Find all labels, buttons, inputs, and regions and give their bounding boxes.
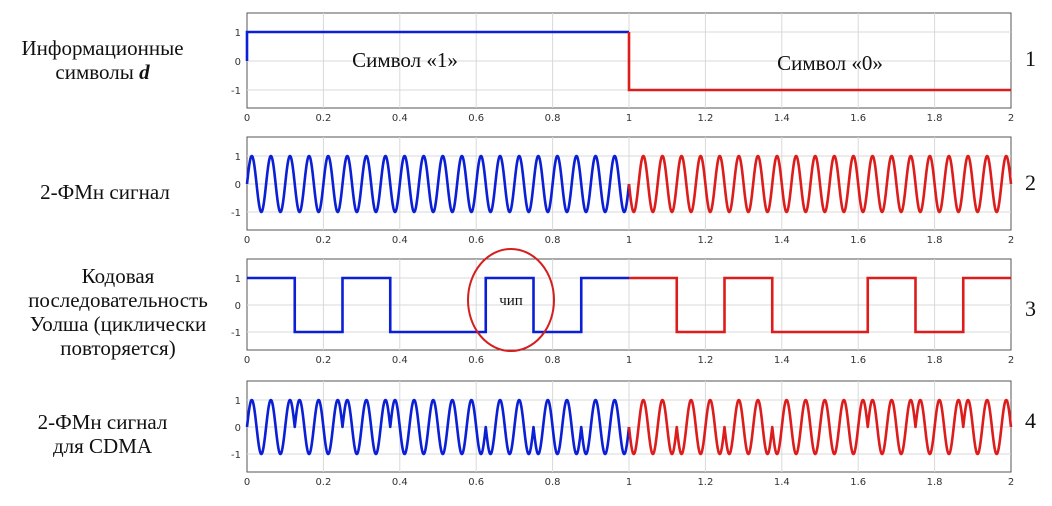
panel1-ytick-label: 1 xyxy=(235,28,241,39)
panel2-label: 2-ФМн сигнал xyxy=(0,180,210,204)
panel2-xtick-label: 2 xyxy=(1008,235,1014,246)
panel4-ytick-label: 1 xyxy=(235,396,241,407)
panel3-xtick-label: 1.2 xyxy=(697,355,713,366)
panel2-xtick-label: 0 xyxy=(244,235,250,246)
panel3-ytick-label: 0 xyxy=(235,301,241,312)
panel4-number: 4 xyxy=(1025,408,1036,433)
panel1-xtick-label: 0.8 xyxy=(545,113,561,124)
panel3-xtick-label: 0.4 xyxy=(392,355,408,366)
panel1-label-var: d xyxy=(139,60,150,84)
panel4-xtick-label: 0.8 xyxy=(545,477,561,488)
panel3-label-line2: последовательность xyxy=(28,288,208,312)
panel1-xtick-label: 1.4 xyxy=(774,113,790,124)
panel2-ytick-label: 0 xyxy=(235,180,241,191)
panel3-xtick-label: 0 xyxy=(244,355,250,366)
chip-annotation: чип xyxy=(499,293,523,309)
panel4-xtick-label: 2 xyxy=(1008,477,1014,488)
panel1-xtick-label: 0.4 xyxy=(392,113,408,124)
panel3-xtick-label: 1.6 xyxy=(850,355,866,366)
panel3-number: 3 xyxy=(1025,296,1036,321)
panel1-xtick-label: 0.6 xyxy=(468,113,484,124)
walsh-series-first xyxy=(247,276,629,334)
bpsk-series-second xyxy=(627,154,1013,214)
panel3-label-line4: повторяется) xyxy=(60,336,176,360)
panel2-label-line1: 2-ФМн сигнал xyxy=(40,180,170,204)
panel1-label: Информационные символы d xyxy=(0,36,205,84)
panel3-ytick-label: -1 xyxy=(231,328,241,339)
panel4-xtick-label: 1.2 xyxy=(697,477,713,488)
panel1-label-line1: Информационные xyxy=(21,36,184,60)
panel1-ytick-label: 0 xyxy=(235,57,241,68)
bpsk-series-first xyxy=(245,154,631,214)
panel3-xtick-label: 0.2 xyxy=(315,355,331,366)
panel4-xtick-label: 1.8 xyxy=(927,477,943,488)
symbol1-annotation: Символ «1» xyxy=(352,48,458,72)
panel1-xtick-label: 1.8 xyxy=(927,113,943,124)
panel4-xtick-label: 1 xyxy=(626,477,632,488)
panel2-ytick-label: -1 xyxy=(231,208,241,219)
panel2-xtick-label: 1.2 xyxy=(697,235,713,246)
panel1-ytick-label: -1 xyxy=(231,86,241,97)
panel1-xtick-label: 1.6 xyxy=(850,113,866,124)
panel3-xtick-label: 0.8 xyxy=(545,355,561,366)
panel1-number: 1 xyxy=(1025,46,1036,71)
symbol0-annotation: Символ «0» xyxy=(777,51,883,75)
panel1-label-line2-text: символы xyxy=(55,60,134,84)
panel1-xtick-label: 2 xyxy=(1008,113,1014,124)
cdma-series-first xyxy=(245,398,631,456)
panel2-xtick-label: 0.6 xyxy=(468,235,484,246)
panel4-xtick-label: 0.6 xyxy=(468,477,484,488)
panel2-xtick-label: 0.4 xyxy=(392,235,408,246)
panel2-xtick-label: 1 xyxy=(626,235,632,246)
panel3-xtick-label: 1.8 xyxy=(927,355,943,366)
symbol-0-line xyxy=(627,32,1011,92)
panel2-ytick-label: 1 xyxy=(235,152,241,163)
panel2-xtick-label: 0.2 xyxy=(315,235,331,246)
cdma-series-second xyxy=(627,398,1013,456)
panel2-xtick-label: 1.6 xyxy=(850,235,866,246)
panel3-xtick-label: 0.6 xyxy=(468,355,484,366)
panel1-xtick-label: 1 xyxy=(626,113,632,124)
panel3-label: Кодовая последовательность Уолша (циклич… xyxy=(0,264,236,360)
panel1-label-line2: символы d xyxy=(0,60,205,84)
panel2-number: 2 xyxy=(1025,170,1036,195)
panel3-xtick-label: 2 xyxy=(1008,355,1014,366)
panel4-ytick-label: 0 xyxy=(235,423,241,434)
panel3-label-line3: Уолша (циклически xyxy=(29,312,207,336)
panel4-label-line2: для CDMA xyxy=(52,434,153,458)
panel2-xtick-label: 1.4 xyxy=(774,235,790,246)
panel4-xtick-label: 1.6 xyxy=(850,477,866,488)
panel4-xtick-label: 0.2 xyxy=(315,477,331,488)
panel4-label-line1: 2-ФМн сигнал xyxy=(37,410,168,434)
panel1-xtick-label: 0.2 xyxy=(315,113,331,124)
panel3-label-line1: Кодовая xyxy=(81,264,155,288)
panel1-xtick-label: 1.2 xyxy=(697,113,713,124)
panel1-xtick-label: 0 xyxy=(244,113,250,124)
panel3-ytick-label: 1 xyxy=(235,274,241,285)
walsh-series-second xyxy=(629,276,1011,334)
panel4-label: 2-ФМн сигнал для CDMA xyxy=(0,410,205,458)
panel4-xtick-label: 0.4 xyxy=(392,477,408,488)
panel3-xtick-label: 1 xyxy=(626,355,632,366)
panel4-ytick-label: -1 xyxy=(231,450,241,461)
panel2-xtick-label: 0.8 xyxy=(545,235,561,246)
panel2-xtick-label: 1.8 xyxy=(927,235,943,246)
panel4-xtick-label: 1.4 xyxy=(774,477,790,488)
panel4-xtick-label: 0 xyxy=(244,477,250,488)
chip-highlight-circle xyxy=(467,248,555,352)
panel3-xtick-label: 1.4 xyxy=(774,355,790,366)
symbol-1-line xyxy=(245,30,629,61)
